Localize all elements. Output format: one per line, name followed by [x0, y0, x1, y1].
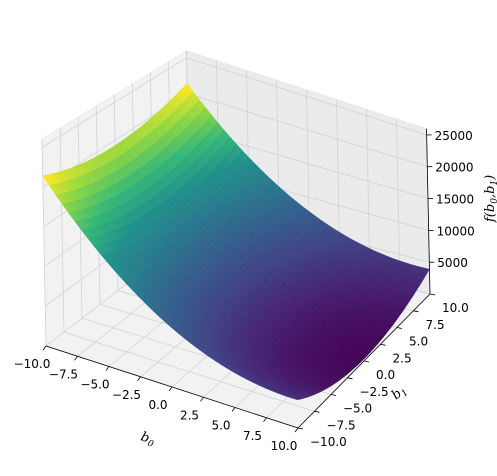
z-grid-left: [42, 57, 187, 148]
x-tick-mark: [263, 417, 267, 423]
y-tick-label: 7.5: [426, 318, 445, 332]
y-grid-floor: [63, 331, 315, 412]
x-tick-mark: [137, 376, 141, 382]
y-tick-label: 0.0: [376, 368, 395, 382]
y-tick-label: 10.0: [442, 301, 469, 315]
y-tick-mark: [347, 377, 353, 380]
x-tick-label: 2.5: [180, 408, 199, 422]
z-tick-label: 10000: [437, 224, 475, 238]
y-tick-mark: [363, 360, 370, 363]
z-axis-line: [426, 128, 431, 295]
y-tick-mark: [429, 293, 436, 296]
y-tick-mark: [380, 343, 386, 346]
x-axis-label: b0: [138, 430, 157, 451]
y-tick-label: −5.0: [343, 402, 372, 416]
z-axis-label: f(b0,b1): [483, 175, 497, 223]
y-tick-mark: [396, 327, 403, 329]
x-tick-label: 10.0: [271, 439, 298, 453]
y-axis-label: b1: [389, 383, 411, 405]
x-tick-mark: [74, 356, 78, 361]
y-grid-left: [41, 139, 47, 347]
y-tick-mark: [413, 310, 419, 313]
y-tick-label: 2.5: [393, 351, 412, 365]
z-tick-label: 5000: [437, 256, 468, 270]
x-tick-mark: [105, 366, 110, 371]
x-tick-mark: [42, 345, 47, 351]
z-tick-label: 15000: [436, 193, 474, 207]
z-tick-label: 20000: [435, 161, 473, 175]
x-tick-label: 0.0: [148, 398, 167, 412]
z-grid-back: [186, 57, 427, 136]
x-tick-label: −10.0: [14, 357, 51, 371]
y-tick-label: −7.5: [327, 418, 356, 432]
x-tick-mark: [168, 386, 173, 392]
x-tick-label: 7.5: [243, 429, 262, 443]
y-tick-mark: [330, 394, 337, 396]
y-tick-label: −10.0: [310, 435, 347, 449]
x-tick-label: −7.5: [49, 367, 78, 381]
z-grid-back: [187, 92, 428, 168]
y-tick-mark: [314, 410, 320, 413]
x-tick-label: −2.5: [112, 388, 141, 402]
x-tick-label: 5.0: [211, 419, 230, 433]
x-tick-label: −5.0: [80, 378, 109, 392]
surface-patch: [290, 396, 302, 401]
y-grid-left: [59, 128, 65, 333]
surface-mesh: [42, 82, 430, 401]
x-tick-mark: [294, 427, 299, 433]
x-tick-mark: [231, 407, 236, 412]
tick-labels: −10.0−7.5−5.0−2.50.02.55.07.510.0 −10.0−7…: [14, 129, 475, 453]
z-tick-label: 25000: [435, 129, 473, 143]
y-tick-label: −2.5: [360, 385, 389, 399]
x-tick-mark: [200, 397, 204, 402]
axis-lines: [42, 128, 436, 433]
y-tick-mark: [297, 427, 304, 430]
y-tick-label: 5.0: [409, 335, 428, 349]
x-grid-back: [396, 118, 401, 287]
